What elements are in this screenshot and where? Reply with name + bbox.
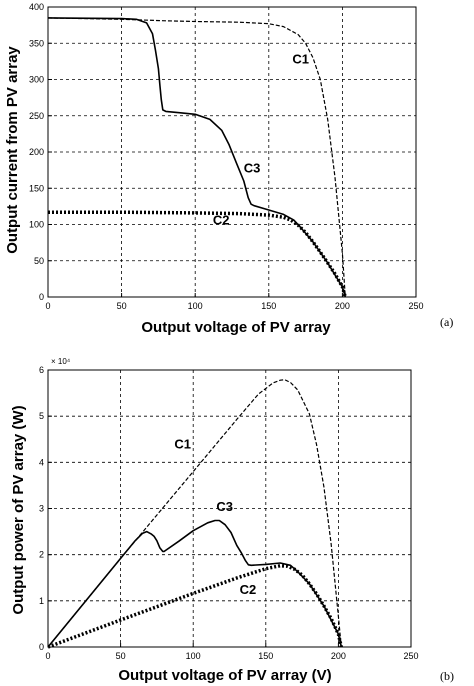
y-tick-label: 200 xyxy=(29,147,44,157)
y-tick-label: 0 xyxy=(39,292,44,302)
curve-label-c3: C3 xyxy=(216,499,233,514)
y-tick-label: 4 xyxy=(39,457,44,467)
y-tick-label: 5 xyxy=(39,411,44,421)
x-tick-label: 250 xyxy=(403,651,418,661)
x-tick-label: 0 xyxy=(45,651,50,661)
y-axis-label: Output power of PV array (W) xyxy=(10,405,27,614)
x-tick-label: 200 xyxy=(331,651,346,661)
y-tick-label: 0 xyxy=(39,642,44,652)
curve-label-c3: C3 xyxy=(244,160,261,175)
x-tick-label: 250 xyxy=(408,301,423,311)
panel-label: (a) xyxy=(440,315,453,329)
x-tick-label: 200 xyxy=(335,301,350,311)
series-line-c3 xyxy=(47,17,347,298)
y-tick-label: 3 xyxy=(39,504,44,514)
chart-panel-a: 0 50 100 150 200 250 0 50 100 150 200 250 300 350 400 O… xyxy=(4,2,453,336)
x-tick-label: 50 xyxy=(116,651,126,661)
y-tick-label: 6 xyxy=(39,365,44,375)
x-tick-label: 0 xyxy=(45,301,50,311)
series-line-c2 xyxy=(47,563,344,649)
chart-panel-b: 0 50 100 150 200 250 0 1 2 3 4 5 6 Output voltage of … xyxy=(10,357,454,684)
x-tick-label: 100 xyxy=(188,301,203,311)
y-tick-label: 300 xyxy=(29,75,44,85)
y-tick-label: 150 xyxy=(29,183,44,193)
series-line-c1 xyxy=(47,379,342,648)
y-tick-label: 400 xyxy=(29,2,44,12)
y-tick-label: 250 xyxy=(29,111,44,121)
y-tick-label: 350 xyxy=(29,38,44,48)
curve-label-c2: C2 xyxy=(240,582,257,597)
x-tick-label: 150 xyxy=(261,301,276,311)
x-axis-label: Output voltage of PV array xyxy=(141,319,331,336)
x-tick-label: 100 xyxy=(186,651,201,661)
series-line-c3 xyxy=(47,519,343,648)
y-tick-label: 2 xyxy=(39,550,44,560)
series-line-c1 xyxy=(47,17,346,298)
x-axis-label: Output voltage of PV array (V) xyxy=(118,667,331,684)
y-axis-label: Output current from PV array xyxy=(4,46,21,254)
panel-label: (b) xyxy=(440,669,454,683)
y-tick-label: 100 xyxy=(29,220,44,230)
y-tick-label: 1 xyxy=(39,596,44,606)
curve-label-c1: C1 xyxy=(292,52,309,67)
x-tick-label: 50 xyxy=(117,301,127,311)
curve-label-c1: C1 xyxy=(174,436,191,451)
x-tick-label: 150 xyxy=(258,651,273,661)
curve-label-c2: C2 xyxy=(213,213,230,228)
y-tick-label: 50 xyxy=(34,256,44,266)
y-axis-multiplier: × 10⁴ xyxy=(51,357,71,366)
series-line-c2 xyxy=(48,210,347,298)
